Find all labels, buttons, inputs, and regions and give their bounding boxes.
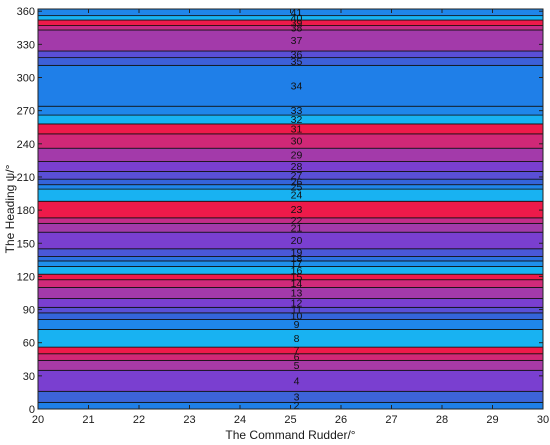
contour-level-label: 36: [291, 49, 303, 61]
contour-band-3: [37, 390, 544, 403]
contour-level-label: 18: [291, 253, 303, 265]
contour-level-label: 7: [294, 345, 300, 357]
contour-level-label: 4: [294, 375, 300, 387]
x-tick-label: 26: [335, 414, 347, 426]
x-tick-label: 30: [537, 414, 549, 426]
contour-band-8: [37, 329, 544, 348]
contour-level-label: 21: [291, 222, 303, 234]
contour-level-label: 12: [291, 297, 303, 309]
y-tick-label: 30: [23, 371, 35, 383]
contour-level-label: 26: [291, 176, 303, 188]
y-tick-label: 300: [17, 73, 35, 85]
y-tick-label: 60: [23, 338, 35, 350]
y-tick-label: 150: [17, 238, 35, 250]
x-tick-label: 22: [133, 414, 145, 426]
y-tick-label: 330: [17, 39, 35, 51]
x-tick-label: 20: [32, 414, 44, 426]
y-tick-label: 270: [17, 106, 35, 118]
contour-level-label: 30: [291, 136, 303, 148]
x-tick-label: 29: [486, 414, 498, 426]
contour-band-5: [37, 359, 544, 371]
x-tick-label: 24: [234, 414, 246, 426]
contour-level-label: 5: [294, 360, 300, 372]
x-axis-label: The Command Rudder/°: [225, 428, 355, 442]
x-tick-label: 27: [385, 414, 397, 426]
contour-level-label: 40: [291, 12, 303, 24]
contour-band-7: [37, 346, 544, 355]
contour-level-label: 15: [291, 271, 303, 283]
contour-level-labels: 2345678910111213141516171819202122232425…: [291, 7, 303, 412]
y-tick-label: 210: [17, 172, 35, 184]
contour-level-label: 35: [291, 56, 303, 68]
contour-level-label: 33: [291, 105, 303, 117]
contour-level-label: 16: [291, 265, 303, 277]
contour-band-34: [37, 64, 544, 107]
contour-level-label: 20: [291, 235, 303, 247]
contour-level-label: 14: [291, 278, 303, 290]
contour-band-6: [37, 353, 544, 361]
contour-level-label: 38: [291, 22, 303, 34]
x-tick-label: 23: [183, 414, 195, 426]
contour-level-label: 8: [294, 333, 300, 345]
contour-level-label: 23: [291, 204, 303, 216]
contour-level-label: 25: [291, 181, 303, 193]
y-axis-label: The Heading ψ/°: [3, 164, 17, 253]
contour-level-label: 2: [294, 400, 300, 412]
y-tick-label: 0: [29, 404, 35, 416]
contour-level-label: 10: [291, 311, 303, 323]
contour-level-label: 13: [291, 287, 303, 299]
contour-level-label: 22: [291, 215, 303, 227]
y-tick-label: 120: [17, 271, 35, 283]
contour-level-label: 31: [291, 123, 303, 135]
contour-level-label: 17: [291, 258, 303, 270]
contour-level-label: 41: [291, 7, 303, 19]
contour-level-label: 34: [291, 80, 303, 92]
contour-level-label: 32: [291, 114, 303, 126]
contour-level-label: 39: [291, 17, 303, 29]
contour-level-label: 37: [291, 35, 303, 47]
contour-level-label: 6: [294, 352, 300, 364]
x-tick-label: 28: [436, 414, 448, 426]
contour-level-label: 28: [291, 161, 303, 173]
y-tick-label: 90: [23, 305, 35, 317]
y-tick-label: 240: [17, 139, 35, 151]
contour-level-label: 29: [291, 149, 303, 161]
contour-level-label: 27: [291, 170, 303, 182]
contour-level-label: 11: [291, 305, 302, 317]
contour-level-label: 19: [291, 247, 303, 259]
x-tick-label: 25: [284, 414, 296, 426]
contour-level-label: 24: [291, 190, 303, 202]
contour-level-label: 9: [294, 319, 300, 331]
contour-band-4: [37, 369, 544, 392]
x-tick-label: 21: [82, 414, 94, 426]
x-axis-ticks: 20 21 22 23 24 25 26 27 28 29 30: [32, 9, 549, 426]
contour-bands: [37, 8, 544, 410]
y-tick-label: 180: [17, 205, 35, 217]
contour-level-label: 3: [294, 391, 300, 403]
y-tick-label: 360: [17, 6, 35, 18]
